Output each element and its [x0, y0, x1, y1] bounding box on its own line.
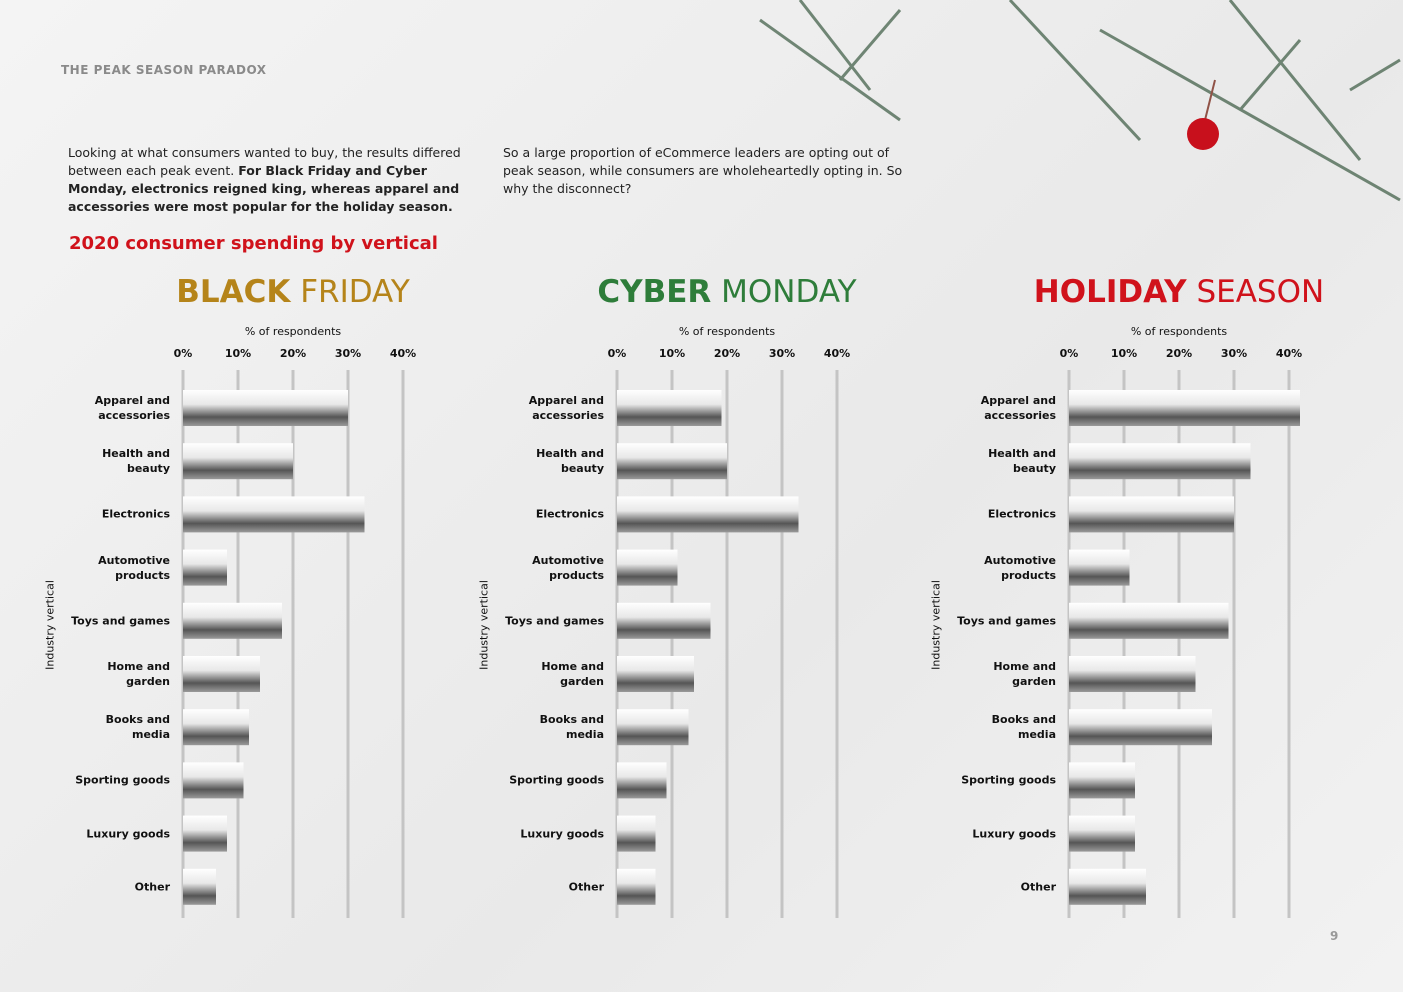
category-label: Health and beauty	[536, 447, 604, 476]
x-tick-label: 20%	[713, 347, 741, 360]
category-label: Home and garden	[107, 660, 170, 688]
category-label: Apparel and accessories	[94, 394, 170, 422]
category-label: Toys and games	[957, 614, 1056, 628]
x-tick-label: 20%	[279, 347, 307, 360]
bar	[1069, 443, 1251, 480]
category-label: Home and garden	[541, 660, 604, 688]
bar	[617, 390, 722, 426]
bar	[617, 709, 689, 746]
bar	[1069, 496, 1234, 533]
bar	[183, 443, 293, 480]
x-tick-label: 0%	[173, 347, 193, 360]
bar	[1069, 815, 1135, 852]
category-label: Books and media	[991, 713, 1056, 742]
bar	[1069, 709, 1212, 746]
x-axis-label: % of respondents	[244, 325, 342, 338]
bar	[617, 656, 694, 692]
chart-title: CYBER MONDAY	[597, 274, 856, 310]
category-label: Other	[134, 880, 170, 894]
title-strong: HOLIDAY	[1033, 274, 1187, 310]
category-label: Electronics	[535, 507, 604, 521]
x-tick-label: 30%	[768, 347, 796, 360]
category-label: Luxury goods	[520, 827, 604, 841]
x-tick-label: 40%	[1275, 347, 1303, 360]
x-tick-label: 10%	[1110, 347, 1138, 360]
intro-text: Looking at what consumers wanted to buy,…	[68, 145, 461, 178]
category-label: Apparel and accessories	[980, 394, 1056, 422]
bar	[617, 549, 678, 586]
bar	[617, 815, 656, 852]
category-label: Books and media	[105, 713, 170, 742]
category-label: Electronics	[101, 507, 170, 521]
category-label: Automotive products	[98, 553, 170, 582]
bar	[183, 868, 216, 905]
x-tick-label: 10%	[224, 347, 252, 360]
x-tick-label: 10%	[658, 347, 686, 360]
berry	[1187, 118, 1219, 150]
category-label: Other	[1020, 880, 1056, 894]
x-tick-label: 20%	[1165, 347, 1193, 360]
bar	[617, 496, 799, 533]
category-label: Sporting goods	[75, 773, 170, 787]
intro: Looking at what consumers wanted to buy,…	[68, 144, 468, 216]
header: THE PEAK SEASON PARADOX	[61, 63, 267, 77]
bar	[617, 868, 656, 905]
chart-title: BLACK FRIDAY	[176, 274, 410, 310]
category-label: Electronics	[987, 507, 1056, 521]
bar	[617, 443, 727, 480]
aside: So a large proportion of eCommerce leade…	[503, 145, 903, 196]
category-label: Sporting goods	[961, 773, 1056, 787]
bar	[183, 602, 282, 639]
x-axis-label: % of respondents	[1130, 325, 1228, 338]
bar	[183, 709, 249, 746]
category-label: Health and beauty	[102, 447, 170, 476]
page-number: 9	[1330, 929, 1339, 943]
title-light: MONDAY	[721, 274, 857, 310]
bar	[183, 656, 260, 692]
bar	[617, 602, 711, 639]
title-strong: BLACK	[176, 274, 291, 310]
bar	[183, 549, 227, 586]
decoration	[759, 0, 1401, 202]
category-label: Apparel and accessories	[528, 394, 604, 422]
category-label: Automotive products	[984, 553, 1056, 582]
intro-bold: For Black Friday and Cyber Monday, elect…	[68, 163, 460, 214]
bar	[183, 762, 244, 799]
x-tick-label: 0%	[1059, 347, 1079, 360]
bar	[183, 815, 227, 852]
category-label: Other	[568, 880, 604, 894]
x-tick-label: 30%	[334, 347, 362, 360]
title-strong: CYBER	[597, 274, 712, 310]
category-label: Automotive products	[532, 553, 604, 582]
bar	[1069, 602, 1229, 639]
category-label: Toys and games	[71, 614, 170, 628]
x-tick-label: 40%	[823, 347, 851, 360]
bar	[1069, 868, 1146, 905]
bar	[1069, 390, 1300, 426]
category-label: Books and media	[539, 713, 604, 742]
category-label: Home and garden	[993, 660, 1056, 688]
bar	[617, 762, 667, 799]
bar	[183, 390, 348, 426]
x-tick-label: 0%	[607, 347, 627, 360]
section-title: 2020 consumer spending by vertical	[69, 233, 438, 254]
bar	[1069, 549, 1130, 586]
x-axis-label: % of respondents	[678, 325, 776, 338]
chart-title: HOLIDAY SEASON	[1034, 274, 1324, 310]
category-label: Sporting goods	[509, 773, 604, 787]
bar	[1069, 656, 1196, 692]
category-label: Toys and games	[505, 614, 604, 628]
title-light: FRIDAY	[300, 274, 410, 310]
category-label: Luxury goods	[86, 827, 170, 841]
x-tick-label: 30%	[1220, 347, 1248, 360]
x-tick-label: 40%	[389, 347, 417, 360]
category-label: Luxury goods	[972, 827, 1056, 841]
category-label: Health and beauty	[988, 447, 1056, 476]
title-light: SEASON	[1196, 274, 1325, 310]
bar	[1069, 762, 1135, 799]
bar	[183, 496, 365, 533]
